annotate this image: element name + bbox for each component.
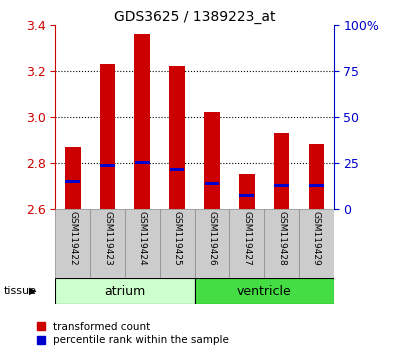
Bar — [169, 66, 185, 209]
Bar — [274, 184, 289, 187]
Bar — [239, 194, 254, 196]
FancyBboxPatch shape — [194, 209, 229, 278]
FancyBboxPatch shape — [160, 209, 194, 278]
Bar — [309, 184, 324, 187]
FancyBboxPatch shape — [229, 209, 264, 278]
Bar — [66, 180, 80, 183]
Bar — [134, 34, 150, 209]
Text: GSM119422: GSM119422 — [68, 211, 77, 266]
Text: atrium: atrium — [104, 285, 145, 298]
FancyBboxPatch shape — [299, 209, 334, 278]
FancyBboxPatch shape — [125, 209, 160, 278]
Bar — [100, 64, 115, 209]
Text: GSM119427: GSM119427 — [242, 211, 251, 266]
Bar — [65, 147, 81, 209]
FancyBboxPatch shape — [264, 209, 299, 278]
FancyBboxPatch shape — [55, 278, 194, 304]
Text: GSM119426: GSM119426 — [207, 211, 216, 266]
FancyBboxPatch shape — [90, 209, 125, 278]
Bar — [204, 112, 220, 209]
FancyBboxPatch shape — [55, 209, 90, 278]
Title: GDS3625 / 1389223_at: GDS3625 / 1389223_at — [114, 10, 275, 24]
Text: ▶: ▶ — [29, 286, 36, 296]
FancyBboxPatch shape — [194, 278, 334, 304]
Bar — [135, 161, 150, 164]
Text: tissue: tissue — [4, 286, 37, 296]
Text: GSM119428: GSM119428 — [277, 211, 286, 266]
Text: ventricle: ventricle — [237, 285, 292, 298]
Text: GSM119425: GSM119425 — [173, 211, 182, 266]
Text: GSM119423: GSM119423 — [103, 211, 112, 266]
Text: GSM119424: GSM119424 — [138, 211, 147, 266]
Bar — [205, 182, 219, 185]
Bar — [100, 164, 115, 167]
Text: GSM119429: GSM119429 — [312, 211, 321, 266]
Bar — [239, 175, 255, 209]
Bar — [170, 168, 184, 171]
Legend: transformed count, percentile rank within the sample: transformed count, percentile rank withi… — [37, 322, 229, 345]
Bar — [308, 144, 324, 209]
Bar — [274, 133, 290, 209]
